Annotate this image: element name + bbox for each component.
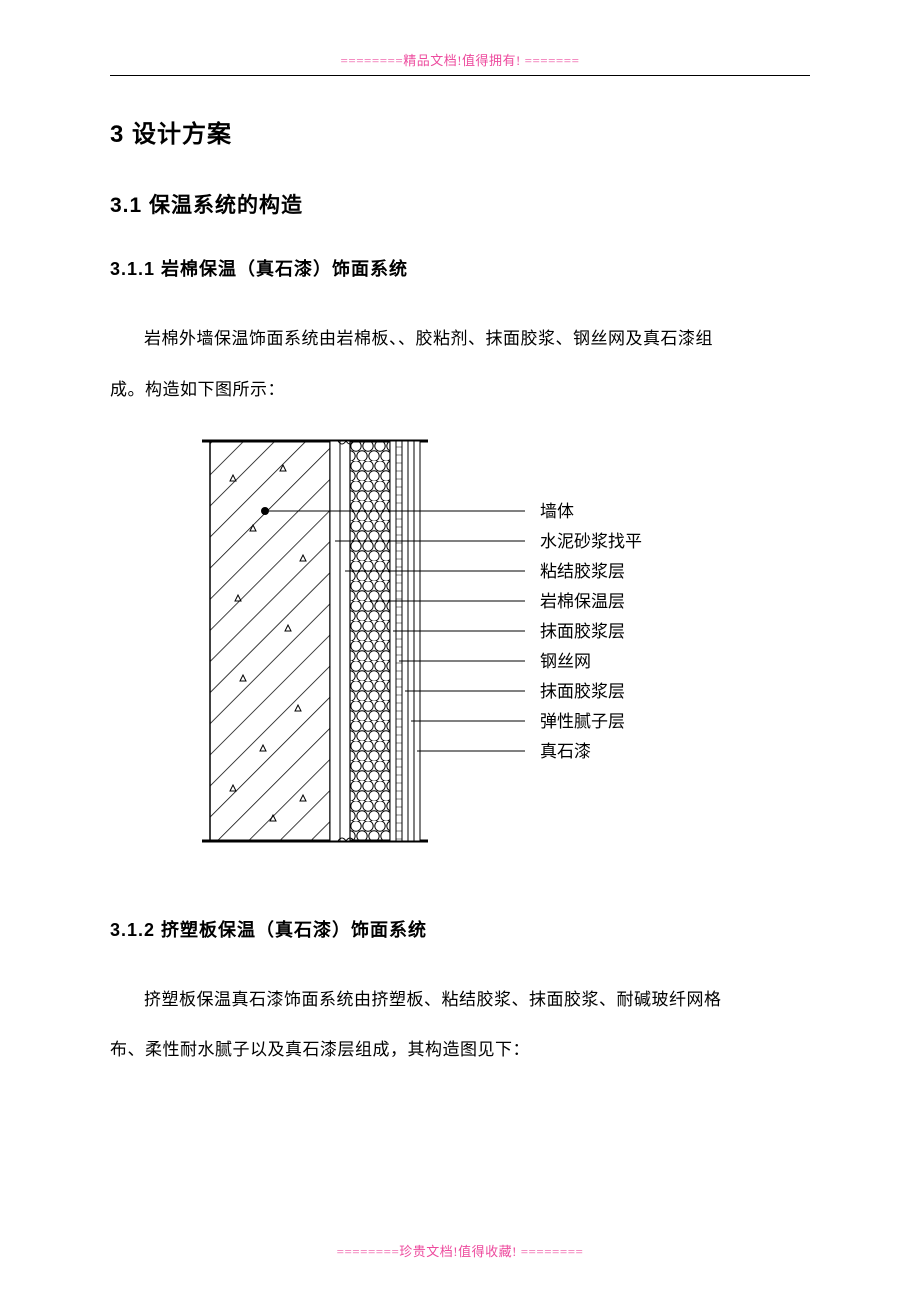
paragraph-2-line-2: 布、柔性耐水腻子以及真石漆层组成，其构造图见下： bbox=[110, 1030, 810, 1071]
header-watermark: ========精品文档!值得拥有! ======= bbox=[110, 50, 810, 69]
footer-watermark: ========珍贵文档!值得收藏! ======== bbox=[0, 1241, 920, 1260]
svg-text:岩棉保温层: 岩棉保温层 bbox=[540, 592, 625, 611]
svg-text:抹面胶浆层: 抹面胶浆层 bbox=[540, 622, 625, 641]
svg-text:墙体: 墙体 bbox=[540, 502, 574, 521]
paragraph-2-line-1: 挤塑板保温真石漆饰面系统由挤塑板、粘结胶浆、抹面胶浆、耐碱玻纤网格 bbox=[110, 980, 810, 1021]
svg-text:粘结胶浆层: 粘结胶浆层 bbox=[540, 562, 625, 581]
document-page: ========精品文档!值得拥有! ======= 3 设计方案 3.1 保温… bbox=[0, 0, 920, 1141]
heading-3-a: 3.1.1 岩棉保温（真石漆）饰面系统 bbox=[110, 255, 810, 281]
svg-text:抹面胶浆层: 抹面胶浆层 bbox=[540, 682, 625, 701]
paragraph-1-line-1: 岩棉外墙保温饰面系统由岩棉板、、胶粘剂、抹面胶浆、钢丝网及真石漆组 bbox=[110, 319, 810, 360]
diagram-svg: 墙体水泥砂浆找平粘结胶浆层岩棉保温层抹面胶浆层钢丝网抹面胶浆层弹性腻子层真石漆 bbox=[170, 421, 680, 861]
wall-section-diagram: 墙体水泥砂浆找平粘结胶浆层岩棉保温层抹面胶浆层钢丝网抹面胶浆层弹性腻子层真石漆 bbox=[170, 421, 810, 866]
heading-1: 3 设计方案 bbox=[110, 114, 810, 149]
header-rule bbox=[110, 75, 810, 76]
svg-text:弹性腻子层: 弹性腻子层 bbox=[540, 712, 625, 731]
paragraph-1-line-2: 成。构造如下图所示： bbox=[110, 370, 810, 411]
svg-text:真石漆: 真石漆 bbox=[540, 742, 591, 761]
heading-3-b: 3.1.2 挤塑板保温（真石漆）饰面系统 bbox=[110, 916, 810, 942]
heading-2: 3.1 保温系统的构造 bbox=[110, 189, 810, 219]
svg-text:水泥砂浆找平: 水泥砂浆找平 bbox=[540, 532, 642, 551]
svg-text:钢丝网: 钢丝网 bbox=[540, 652, 591, 671]
